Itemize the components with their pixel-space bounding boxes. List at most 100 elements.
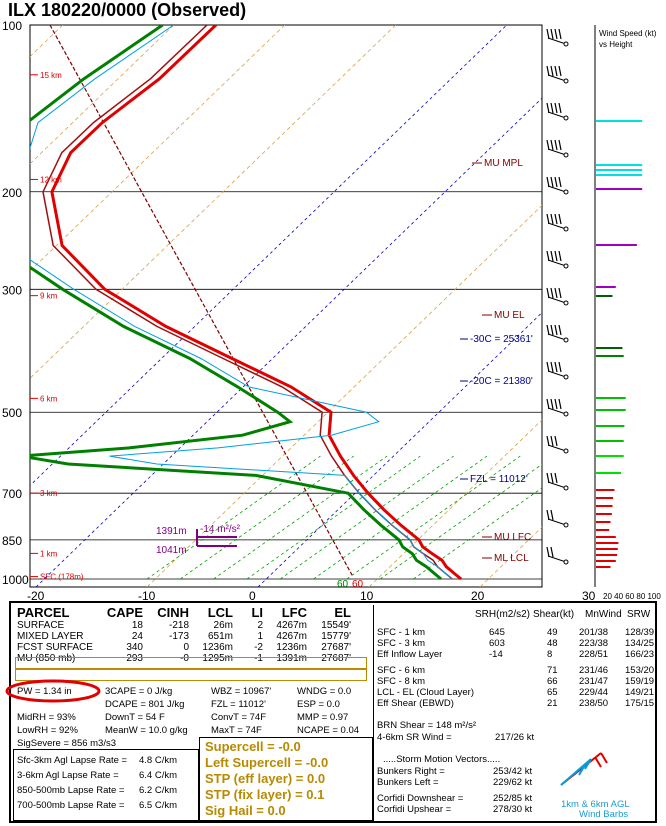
barb-staff (547, 370, 567, 378)
hodograph-barbs (560, 752, 608, 786)
barb-station (563, 78, 569, 84)
lapse-rate-box (13, 749, 199, 821)
m30c-label: -30C = 25361' (470, 334, 533, 345)
pressure-tick-label: 300 (2, 283, 22, 297)
three-cape: 3CAPE = 0 J/kg (105, 686, 173, 697)
barb-flag (554, 28, 558, 40)
composite-index: STP (fix layer) = 0.1 (205, 787, 325, 802)
parcel-header: PARCEL (17, 605, 70, 620)
pressure-tick-label: 200 (2, 186, 22, 200)
parcel-cell: SURFACE (17, 620, 65, 631)
parcel-cell: 1 (257, 631, 263, 642)
eff-inflow-shear: -14 m²/s² (200, 524, 241, 535)
temp-tick-label: 20 (471, 589, 485, 603)
barb-staff (547, 444, 567, 452)
isotherm-line (368, 419, 542, 587)
barb-flag (558, 176, 562, 188)
ml-lcl-label: ML LCL (494, 553, 529, 564)
cape-header: CAPE (106, 605, 143, 620)
mu-el-label: MU EL (494, 310, 525, 321)
barb-flag (554, 435, 558, 447)
barb-staff (547, 296, 567, 304)
barb-flag (546, 213, 550, 225)
kin-srw: 153/20 (625, 665, 655, 676)
kin-label: LCL - EL (Cloud Layer) (377, 687, 474, 698)
barb-flag (550, 546, 554, 558)
parcel-cell: 651m (207, 631, 233, 642)
barb-flag (558, 65, 562, 77)
parcel-cell: 27687' (321, 642, 351, 653)
isotherm-line (146, 204, 542, 587)
parcel-cell: 24 (131, 631, 143, 642)
motion-value: 278/30 kt (493, 804, 533, 815)
kin-mnwind: 231/47 (579, 676, 609, 687)
parcel-cell: 4267m (276, 620, 307, 631)
pressure-tick-label: 700 (2, 487, 22, 501)
barb-flag (550, 361, 554, 373)
temp-tick-label: 0 (249, 589, 256, 603)
li-header: LI (251, 605, 263, 620)
kinematic-box (373, 605, 655, 821)
parcel-cell: 293 (126, 653, 143, 664)
barb-flag (546, 361, 550, 373)
motion-label: Corfidi Upshear = (377, 804, 452, 815)
lapse-rate-value: 6.5 C/km (139, 800, 178, 811)
isotherm-line (30, 25, 507, 487)
kin-mnwind: 231/46 (579, 665, 609, 676)
kin-srw: 134/25 (625, 638, 655, 649)
kin-label: SFC - 3 km (377, 638, 426, 649)
mu-mpl-label: MU MPL (484, 158, 523, 169)
hodo-caption-2: Wind Barbs (579, 809, 629, 820)
barb-flag (546, 287, 550, 299)
conv-t: ConvT = 74F (211, 712, 267, 723)
barb-flag (554, 139, 558, 151)
mu-row-highlight (15, 669, 367, 681)
barb-flag (546, 176, 550, 188)
pressure-tick-label: 100 (2, 19, 22, 33)
barb-flag (546, 324, 550, 336)
plot-frame (29, 24, 543, 588)
sr-wind-value: 217/26 kt (495, 732, 535, 743)
pw-highlight-ellipse (5, 679, 101, 703)
barb-flag (558, 250, 562, 262)
barb-flag (558, 361, 562, 373)
pw-value: PW = 1.34 in (17, 686, 72, 697)
barb-station (563, 300, 569, 306)
kin-srw: 159/19 (625, 676, 655, 687)
fcst-row-highlight (15, 657, 367, 669)
parcel-cell: 1236m (202, 642, 233, 653)
srh-header: SRH(m2/s2) (475, 609, 531, 620)
barb-flag (550, 139, 554, 151)
fzl-label: FZL = 11012' (470, 474, 528, 485)
kin-srw: 175/15 (625, 698, 655, 709)
barb-flag (550, 287, 554, 299)
srw-bars (596, 120, 643, 568)
barb-flag (558, 213, 562, 225)
barb-station (563, 374, 569, 380)
parcel-cell: -218 (168, 620, 189, 631)
mmp: MMP = 0.97 (297, 712, 349, 723)
srw-title-2: vs Height (599, 40, 633, 49)
hodo-caption: 1km & 6km AGL (561, 799, 630, 810)
wbz: WBZ = 10967' (211, 686, 272, 697)
barb-flag (550, 28, 554, 40)
barb-station (563, 263, 569, 269)
kin-srw: 166/23 (625, 649, 655, 660)
composite-index: Left Supercell = -0.0 (205, 755, 329, 770)
parcel-header-row: PARCEL CAPE CINH LCL LI LFC EL (15, 605, 353, 620)
barb-flag (558, 28, 562, 40)
kin-mnwind: 229/44 (579, 687, 609, 698)
barb-flag (558, 398, 562, 410)
barb-flag (546, 435, 550, 447)
barb-flag (546, 28, 550, 40)
parcel-cell: -2 (254, 642, 263, 653)
barb-flag (554, 398, 558, 410)
barb-station (563, 41, 569, 47)
parcel-cell: 15549' (321, 620, 351, 631)
parcel-row: FCST SURFACE 340 0 1236m -2 1236m 27687' (15, 642, 353, 653)
wind-barb (546, 361, 569, 380)
kin-label: SFC - 8 km (377, 676, 426, 687)
barb-station (563, 411, 569, 417)
barb-flag (558, 324, 562, 336)
